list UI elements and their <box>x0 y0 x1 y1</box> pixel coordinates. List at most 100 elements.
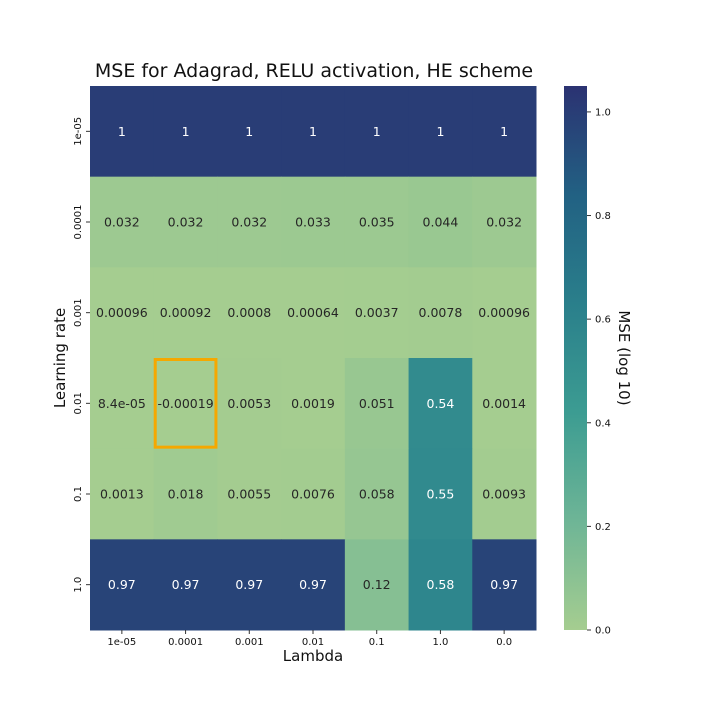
x-tick-label: 0.01 <box>302 637 324 648</box>
cell-annotation: 0.0019 <box>291 396 335 411</box>
colorbar-tick-label: 1.0 <box>595 107 611 118</box>
heatmap-cell <box>217 539 282 631</box>
colorbar-tick-label: 0.2 <box>595 522 611 533</box>
heatmap-cell <box>344 539 410 631</box>
cell-annotation: 0.0078 <box>419 305 463 320</box>
colorbar-tick-label: 0.8 <box>595 211 611 222</box>
heatmap-cell <box>408 86 473 178</box>
cell-annotation: 0.058 <box>359 487 395 502</box>
colorbar-tick-label: 0.6 <box>595 315 611 326</box>
heatmap-cell <box>281 267 346 359</box>
heatmap-cell <box>217 448 282 540</box>
x-axis-label: Lambda <box>282 647 344 665</box>
heatmap-cell <box>281 358 346 450</box>
heatmap-cell <box>153 176 218 268</box>
cell-annotation: 0.051 <box>359 396 395 411</box>
heatmap-cell <box>217 358 282 450</box>
y-tick-label: 0.01 <box>73 392 84 414</box>
cell-annotation: 1 <box>436 124 444 139</box>
cell-annotation: 1 <box>373 124 381 139</box>
x-axis-ticks: 1e-05 0.0001 0.001 0.01 0.1 1.0 0.0 <box>107 630 512 648</box>
heatmap-cell <box>472 539 537 631</box>
cell-annotation: 1 <box>309 124 317 139</box>
y-axis-label: Learning rate <box>51 307 69 409</box>
colorbar-tick-label: 0.0 <box>595 626 611 637</box>
cell-annotation: 0.97 <box>299 577 327 592</box>
cell-annotation: 0.97 <box>490 577 518 592</box>
colorbar-gradient <box>564 86 587 630</box>
y-tick-label: 1.0 <box>73 577 84 593</box>
cell-annotation: 0.032 <box>486 215 522 230</box>
cell-annotation: 0.044 <box>423 215 459 230</box>
heatmap-cell <box>90 86 155 178</box>
cell-annotation: 0.12 <box>363 577 391 592</box>
heatmap-cell <box>90 539 155 631</box>
cell-annotation: 0.00096 <box>96 305 148 320</box>
x-tick-label: 0.1 <box>369 637 385 648</box>
heatmap-cell <box>90 176 155 268</box>
cell-annotation: 0.035 <box>359 215 395 230</box>
heatmap-cell <box>153 86 218 178</box>
cell-annotation: 1 <box>500 124 508 139</box>
cell-annotation: 0.97 <box>108 577 136 592</box>
heatmap-cell <box>408 539 473 631</box>
heatmap-cell <box>472 358 537 450</box>
heatmap-cell <box>281 176 346 268</box>
cell-annotation: 0.033 <box>295 215 331 230</box>
chart-title: MSE for Adagrad, RELU activation, HE sch… <box>94 60 534 82</box>
cell-annotation: -0.00019 <box>157 396 213 411</box>
x-tick-label: 0.0 <box>496 637 512 648</box>
heatmap-cell <box>472 267 537 359</box>
heatmap-cell <box>153 358 218 450</box>
heatmap-cell <box>217 267 282 359</box>
heatmap-cell <box>472 176 537 268</box>
heatmap-cell <box>90 267 155 359</box>
heatmap-cell <box>281 539 346 631</box>
heatmap-cell <box>217 176 282 268</box>
cell-annotation: 0.97 <box>172 577 200 592</box>
heatmap-cell <box>408 358 473 450</box>
cell-annotation: 8.4e-05 <box>98 396 146 411</box>
heatmap-cell <box>217 86 282 178</box>
cell-annotation: 0.00096 <box>478 305 530 320</box>
x-tick-label: 0.001 <box>235 637 264 648</box>
heatmap-cell <box>281 448 346 540</box>
y-axis-ticks: 1e-05 0.0001 0.001 0.01 0.1 1.0 <box>73 117 90 593</box>
heatmap-cell <box>90 358 155 450</box>
highlight-box <box>153 358 218 449</box>
x-tick-label: 0.0001 <box>168 637 203 648</box>
colorbar-tick-label: 0.4 <box>595 418 611 429</box>
cell-annotation: 0.032 <box>104 215 140 230</box>
y-tick-label: 0.001 <box>73 298 84 327</box>
cell-annotation: 0.0093 <box>482 487 526 502</box>
heatmap-cell <box>472 86 537 178</box>
cell-annotation: 0.0008 <box>227 305 271 320</box>
y-tick-label: 0.1 <box>73 486 84 502</box>
heatmap-cell <box>153 448 218 540</box>
cell-annotation: 0.0014 <box>482 396 526 411</box>
cell-annotation: 0.55 <box>427 487 455 502</box>
cell-annotation: 0.018 <box>168 487 204 502</box>
cell-annotation: 0.0013 <box>100 487 144 502</box>
heatmap-cell <box>281 86 346 178</box>
cell-annotation: 1 <box>118 124 126 139</box>
heatmap-cell <box>153 539 218 631</box>
heatmap-cell <box>344 86 410 178</box>
colorbar <box>564 86 587 630</box>
heatmap-cell <box>344 358 410 450</box>
cell-annotation: 1 <box>245 124 253 139</box>
heatmap-cell <box>472 448 537 540</box>
cell-annotation: 0.00092 <box>160 305 212 320</box>
colorbar-label: MSE (log 10) <box>615 310 633 406</box>
y-tick-label: 0.0001 <box>73 205 84 240</box>
cell-annotation: 0.0076 <box>291 487 335 502</box>
cell-annotation: 0.032 <box>231 215 267 230</box>
cell-annotation: 0.032 <box>168 215 204 230</box>
x-tick-label: 1.0 <box>432 637 448 648</box>
heatmap-cell <box>408 267 473 359</box>
cell-annotation: 0.00064 <box>287 305 339 320</box>
heatmap-cell <box>344 176 410 268</box>
cell-annotation: 0.58 <box>427 577 455 592</box>
heatmap-cell <box>408 176 473 268</box>
